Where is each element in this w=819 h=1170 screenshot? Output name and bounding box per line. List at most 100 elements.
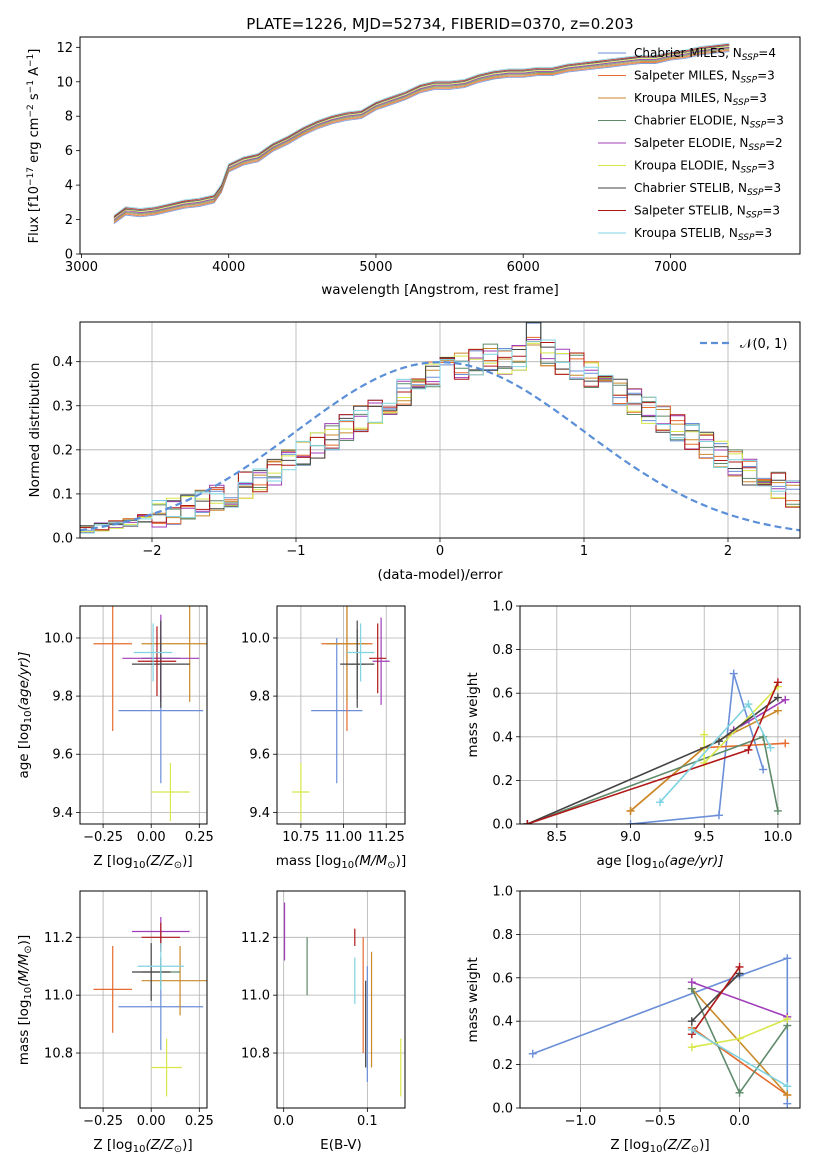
y-tick-label: 0.0: [492, 818, 513, 833]
y-tick-label: 11.2: [44, 931, 73, 946]
y-tick-label: 0.6: [492, 971, 513, 986]
y-tick-label: 10.8: [241, 1047, 270, 1062]
x-tick-label: 0: [436, 544, 444, 559]
y-tick-label: 9.8: [249, 690, 270, 705]
model-spectrum-line: [113, 43, 730, 217]
y-tick-label: 9.6: [52, 748, 73, 763]
axes-frame: [79, 890, 208, 1109]
legend-entry: 𝒩(0, 1): [740, 337, 787, 352]
y-axis-label: mass [log10(M/M⊙)]: [16, 935, 34, 1065]
x-tick-label: −1: [286, 544, 305, 559]
x-tick-label: 0.00: [137, 1114, 166, 1129]
x-axis-label: (data-model)/error: [377, 567, 503, 583]
x-tick-label: −0.25: [83, 1114, 123, 1129]
figure-title: PLATE=1226, MJD=52734, FIBERID=0370, z=0…: [246, 15, 633, 33]
legend-entry: Chabrier MILES, NSSP=4: [634, 46, 776, 63]
y-tick-label: 0.1: [52, 487, 73, 502]
axes-frame: [276, 605, 406, 825]
model-spectrum-line: [113, 49, 730, 224]
x-tick-label: 7000: [654, 260, 687, 275]
x-tick-label: 8.5: [546, 830, 567, 845]
y-tick-label: 4: [65, 179, 73, 194]
axes-frame: [79, 321, 801, 539]
x-axis-label: Z [log10(Z/Z⊙)]: [93, 1137, 192, 1155]
y-tick-label: 10.8: [44, 1047, 73, 1062]
x-tick-label: 0.25: [185, 830, 214, 845]
normal-reference-curve: [80, 360, 800, 532]
mass-weight-line: [733, 699, 786, 731]
y-tick-label: 9.4: [249, 806, 270, 821]
age-vs-metallicity-panel: −0.25 0.00 0.25 9.4 9.6 9.8 10.0 Z [log10(Z/Z⊙)…: [16, 605, 214, 871]
x-tick-label: −0.5: [644, 1114, 676, 1129]
mass-weight-line: [691, 1029, 788, 1087]
model-spectrum-line: [113, 51, 730, 225]
x-tick-label: 6000: [507, 260, 540, 275]
x-tick-label: 5000: [359, 260, 392, 275]
y-tick-label: 6: [65, 144, 73, 159]
mass-weight-line: [527, 681, 779, 824]
y-tick-label: 0.3: [52, 399, 73, 414]
y-tick-label: 10: [56, 75, 73, 90]
model-spectrum-line: [113, 48, 730, 222]
x-axis-label: E(B-V): [320, 1137, 362, 1153]
x-axis-label: age [log10(age/yr)]: [596, 853, 723, 871]
mass-weight-line: [532, 957, 789, 1104]
x-tick-label: 11.25: [368, 830, 405, 845]
y-axis-label: Normed distribution: [27, 363, 43, 498]
x-tick-label: 10.75: [282, 830, 319, 845]
y-tick-label: 0.4: [52, 355, 73, 370]
y-axis-label: mass weight: [465, 672, 481, 757]
axes-frame: [79, 605, 208, 825]
y-tick-label: 8: [65, 110, 73, 125]
y-tick-label: 0.0: [492, 1102, 513, 1117]
spectrum-panel: 3000 4000 5000 6000 7000 0 2 4 6 8 10 12 wavelength …: [26, 36, 801, 298]
mass-weight-line: [691, 981, 788, 1018]
x-tick-label: 0.1: [357, 1114, 378, 1129]
y-tick-label: 1.0: [492, 600, 513, 615]
age-vs-mass-panel: 10.75 11.00 11.25 9.4 9.6 9.8 10.0 mass [log10(…: [241, 605, 406, 871]
y-axis-label: Flux [f10−17 erg cm−2 s−1 A−1]: [26, 49, 42, 244]
x-tick-label: 0.0: [273, 1114, 294, 1129]
y-tick-label: 2: [65, 213, 73, 228]
y-tick-label: 0.8: [492, 928, 513, 943]
model-spectrum-line: [113, 45, 730, 219]
legend-entry: Chabrier ELODIE, NSSP=3: [634, 114, 784, 131]
x-tick-label: −1.0: [565, 1114, 597, 1129]
model-spectrum-line: [113, 46, 730, 220]
x-tick-label: −2: [142, 544, 161, 559]
mass-vs-extinction-panel: 0.0 0.1 10.8 11.0 11.2 E(B-V): [241, 890, 406, 1153]
y-tick-label: 10.0: [44, 631, 73, 646]
y-tick-label: 9.4: [52, 806, 73, 821]
model-spectrum-line: [113, 47, 730, 221]
legend-entry: Kroupa ELODIE, NSSP=3: [634, 159, 775, 176]
y-tick-label: 0.2: [52, 443, 73, 458]
y-tick-label: 11.0: [44, 989, 73, 1004]
mass-weight-vs-age-panel: 8.5 9.0 9.5 10.0 0.0 0.2 0.4 0.6 0.8 1.0 age [log1…: [465, 600, 801, 871]
x-tick-label: 9.5: [694, 830, 715, 845]
mass-weight-line: [691, 966, 741, 1035]
mass-weight-line: [691, 972, 741, 1022]
legend-entry: Chabrier STELIB, NSSP=3: [634, 181, 781, 198]
x-tick-label: 0.25: [185, 1114, 214, 1129]
axes-frame: [79, 36, 801, 255]
mass-weight-line: [527, 696, 779, 824]
y-tick-label: 0: [65, 248, 73, 263]
y-axis-label: age [log10(age/yr)]: [16, 651, 34, 778]
axes-frame: [519, 890, 801, 1109]
x-tick-label: 0.00: [137, 830, 166, 845]
x-tick-label: 0.0: [729, 1114, 750, 1129]
y-tick-label: 10.0: [241, 631, 270, 646]
x-axis-label: wavelength [Angstrom, rest frame]: [321, 282, 559, 298]
legend-entry: Kroupa MILES, NSSP=3: [634, 91, 767, 108]
axes-frame: [519, 605, 801, 825]
x-tick-label: 3000: [65, 260, 98, 275]
x-axis-label: mass [log10(M/M⊙)]: [276, 853, 406, 871]
x-axis-label: Z [log10(Z/Z⊙)]: [610, 1137, 709, 1155]
x-tick-label: 4000: [212, 260, 245, 275]
y-tick-label: 0.0: [52, 532, 73, 547]
legend-entry: Salpeter ELODIE, NSSP=2: [634, 136, 783, 153]
mass-vs-metallicity-panel: −0.25 0.00 0.25 10.8 11.0 11.2 Z [log10(Z/Z⊙)]…: [16, 890, 214, 1155]
y-tick-label: 0.4: [492, 730, 513, 745]
x-tick-label: 11.00: [325, 830, 362, 845]
